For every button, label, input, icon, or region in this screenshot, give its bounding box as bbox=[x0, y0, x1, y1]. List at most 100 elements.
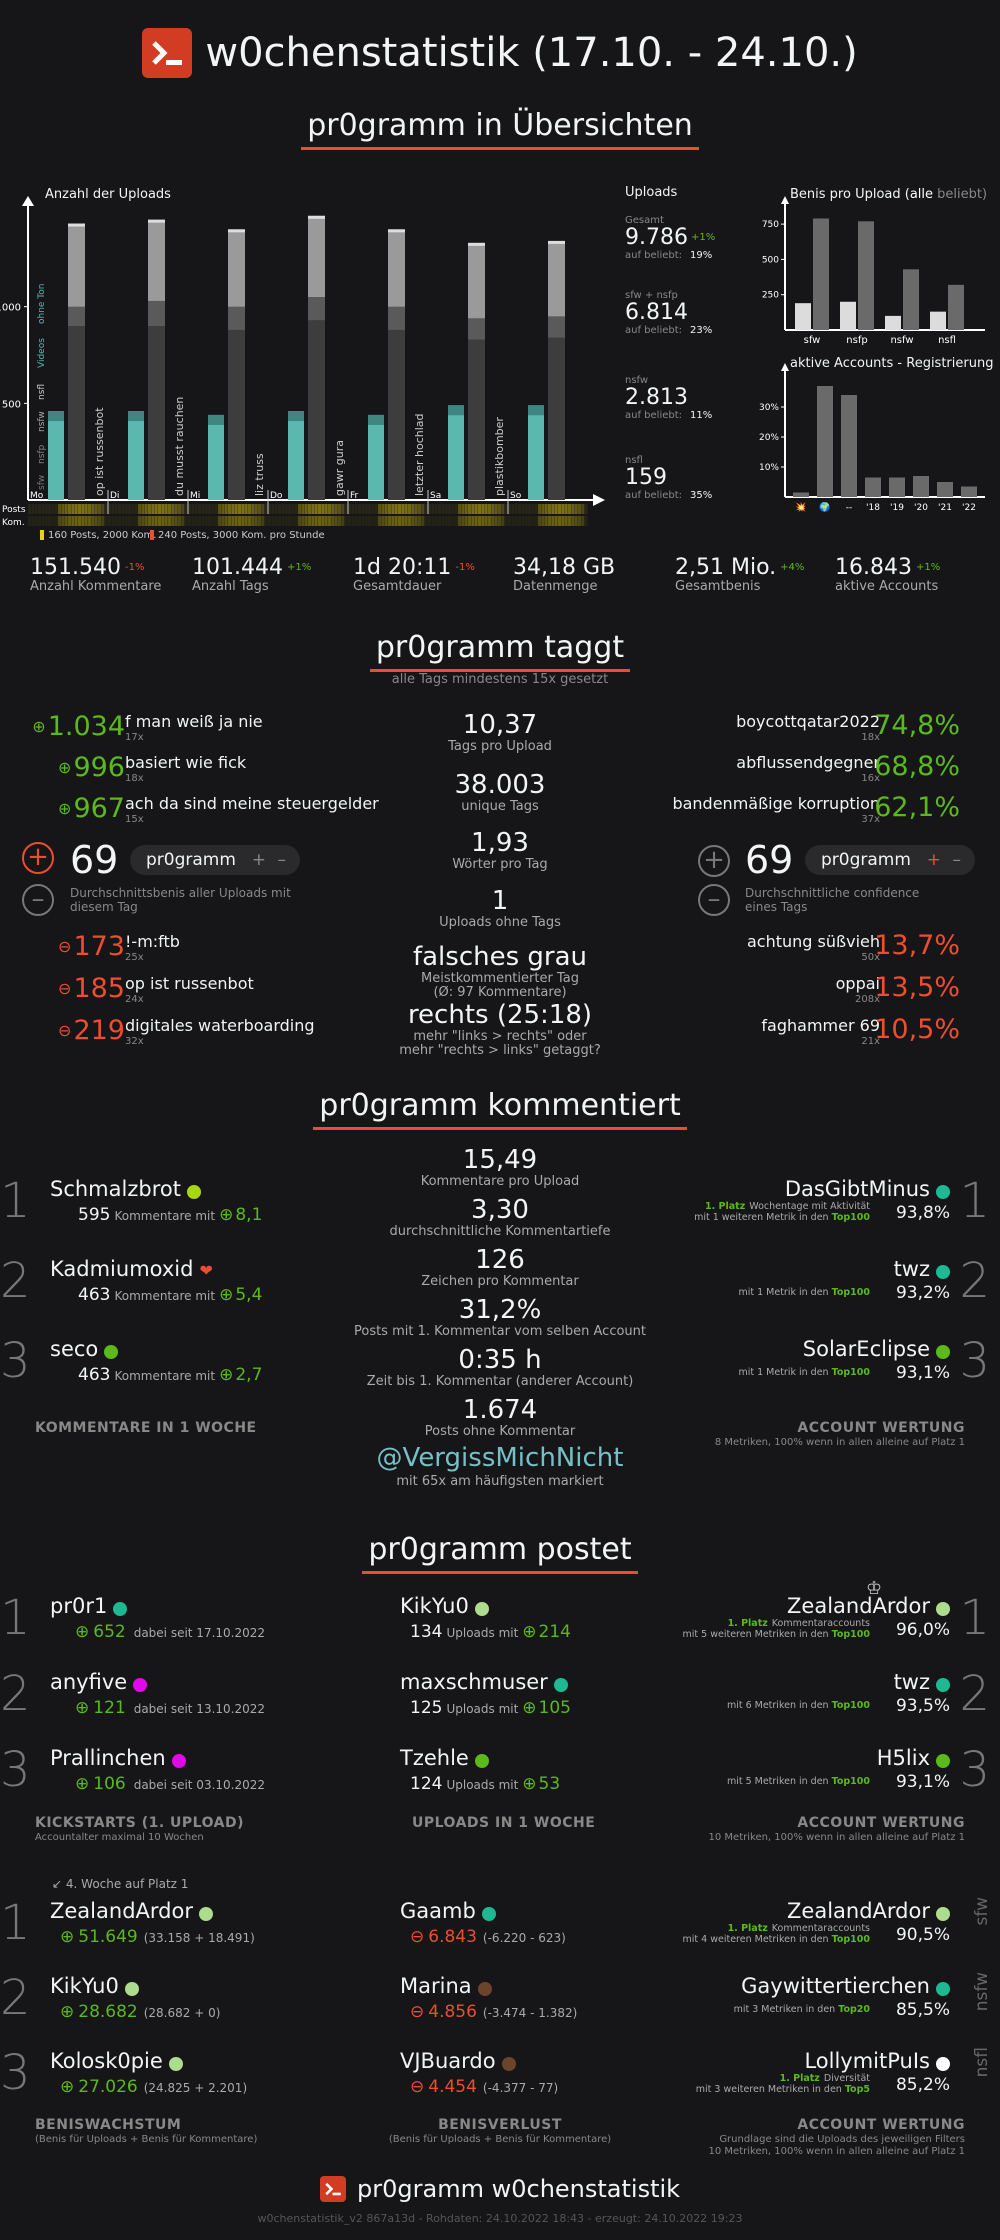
growth-user[interactable]: ZealandArdor bbox=[50, 1899, 213, 1923]
loss-user[interactable]: Gaamb bbox=[400, 1899, 496, 1923]
kom-heat-cell bbox=[304, 516, 308, 526]
kom-heat-cell bbox=[534, 516, 538, 526]
minus-icon[interactable]: – bbox=[22, 884, 54, 916]
rotated-upload-label: op ist russenbot bbox=[93, 407, 106, 496]
tag-name[interactable]: f man weiß ja nie bbox=[125, 712, 263, 731]
posts-heat-cell bbox=[131, 504, 135, 514]
comment-user[interactable]: Kadmiumoxid ❤ bbox=[50, 1257, 213, 1281]
rating-metric-count: mit 6 Metriken in den bbox=[726, 1700, 832, 1711]
user-name[interactable]: H5lix bbox=[876, 1746, 930, 1770]
kom-heat-cell bbox=[84, 516, 88, 526]
user-name[interactable]: twz bbox=[893, 1670, 930, 1694]
rating-user[interactable]: ZealandArdor bbox=[787, 1594, 950, 1618]
posts-heat-cell bbox=[394, 504, 398, 514]
upload-user[interactable]: maxschmuser bbox=[400, 1670, 568, 1694]
user-name[interactable]: maxschmuser bbox=[400, 1670, 548, 1694]
kom-heat-cell bbox=[548, 516, 552, 526]
minus-circle-icon: ⊖ bbox=[410, 1927, 425, 1947]
upload-user[interactable]: KikYu0 bbox=[400, 1594, 489, 1618]
user-name[interactable]: DasGibtMinus bbox=[784, 1177, 930, 1201]
left-user-pill[interactable]: pr0gramm + – bbox=[130, 845, 300, 875]
user-name[interactable]: seco bbox=[50, 1337, 99, 1361]
user-name[interactable]: anyfive bbox=[50, 1670, 128, 1694]
tag-name[interactable]: digitales waterboarding bbox=[125, 1016, 315, 1035]
tag-name[interactable]: !-m:ftb bbox=[125, 932, 180, 951]
user-name[interactable]: Gaamb bbox=[400, 1899, 476, 1923]
user-name[interactable]: Schmalzbrot bbox=[50, 1177, 181, 1201]
user-name[interactable]: LollymitPuIs bbox=[804, 2049, 930, 2073]
kick-user[interactable]: anyfive bbox=[50, 1670, 148, 1694]
user-name[interactable]: SolarEclipse bbox=[802, 1337, 930, 1361]
tag-center-value: rechts (25:18) bbox=[407, 1000, 593, 1030]
loss-stats: ⊖ 4.454 (-4.377 - 77) bbox=[410, 2077, 558, 2097]
user-name[interactable]: ZealandArdor bbox=[787, 1594, 930, 1618]
rating-metric-count: mit 1 Metrik in den bbox=[738, 1367, 832, 1378]
plus-icon[interactable]: + bbox=[22, 842, 54, 874]
rating-user[interactable]: H5lix bbox=[877, 1746, 950, 1770]
user-badge-icon bbox=[171, 1753, 186, 1768]
rating-user[interactable]: Gaywittertierchen bbox=[741, 1974, 950, 1998]
posts-heat-cell bbox=[264, 504, 268, 514]
mention-user[interactable]: @VergissMichNicht bbox=[376, 1443, 624, 1473]
loss-user[interactable]: Marina bbox=[400, 1974, 492, 1998]
rating-user[interactable]: twz bbox=[894, 1670, 950, 1694]
kom-heat-cell bbox=[28, 516, 32, 526]
bar-top bbox=[228, 229, 245, 233]
user-name[interactable]: Kadmiumoxid bbox=[50, 1257, 194, 1281]
rating-info-line: 1. Platz Diversität bbox=[696, 2073, 870, 2084]
user-name[interactable]: KikYu0 bbox=[50, 1974, 119, 1998]
posts-heat-cell bbox=[298, 504, 302, 514]
kom-heat-cell bbox=[354, 516, 358, 526]
bar-videos-top bbox=[288, 411, 304, 422]
user-name[interactable]: ZealandArdor bbox=[787, 1899, 930, 1923]
user-name[interactable]: KikYu0 bbox=[400, 1594, 469, 1618]
posts-heat-cell bbox=[488, 504, 492, 514]
user-name[interactable]: Gaywittertierchen bbox=[741, 1974, 930, 1998]
right-user-pill[interactable]: pr0gramm + – bbox=[805, 845, 975, 875]
growth-user[interactable]: Kolosk0pie bbox=[50, 2049, 183, 2073]
upload-stat-label: nsfw bbox=[625, 375, 649, 386]
rating-user[interactable]: ZealandArdor bbox=[787, 1899, 950, 1923]
loss-user[interactable]: VJBuardo bbox=[400, 2049, 516, 2073]
rotated-upload-label: plastikbomber bbox=[493, 417, 506, 496]
tag-name[interactable]: abflussendgegner bbox=[736, 753, 880, 772]
posts-heat-cell bbox=[574, 504, 578, 514]
tag-name[interactable]: boycottqatar2022 bbox=[736, 712, 880, 731]
upload-count: 125 bbox=[410, 1698, 443, 1718]
user-name[interactable]: Kolosk0pie bbox=[50, 2049, 163, 2073]
tag-name[interactable]: ach da sind meine steuergelder bbox=[125, 794, 379, 813]
user-name[interactable]: twz bbox=[893, 1257, 930, 1281]
tag-count: 18x bbox=[861, 732, 880, 743]
user-name[interactable]: Tzehle bbox=[400, 1746, 469, 1770]
comment-user[interactable]: Schmalzbrot bbox=[50, 1177, 201, 1201]
tag-name[interactable]: achtung süßvieh bbox=[747, 932, 880, 951]
user-name[interactable]: pr0r1 bbox=[50, 1594, 108, 1618]
rating-user[interactable]: LollymitPuIs bbox=[804, 2049, 950, 2073]
rating-user[interactable]: SolarEclipse bbox=[803, 1337, 950, 1361]
kom-heat-cell bbox=[524, 516, 528, 526]
posts-heat-cell bbox=[401, 504, 405, 514]
tag-name[interactable]: basiert wie fick bbox=[125, 753, 247, 772]
rating-user[interactable]: twz bbox=[894, 1257, 950, 1281]
upload-user[interactable]: Tzehle bbox=[400, 1746, 489, 1770]
conf-minus-icon[interactable]: – bbox=[698, 884, 730, 916]
tag-name[interactable]: op ist russenbot bbox=[125, 974, 254, 993]
kom-heat-cell bbox=[38, 516, 42, 526]
user-name[interactable]: Marina bbox=[400, 1974, 472, 1998]
user-name[interactable]: Prallinchen bbox=[50, 1746, 166, 1770]
day-label: Mi bbox=[190, 491, 200, 501]
tag-name[interactable]: bandenmäßige korruption bbox=[672, 794, 880, 813]
user-name[interactable]: VJBuardo bbox=[400, 2049, 496, 2073]
kom-heat-cell bbox=[331, 516, 335, 526]
rating-user[interactable]: DasGibtMinus bbox=[785, 1177, 950, 1201]
posts-heat-cell bbox=[228, 504, 232, 514]
kick-user[interactable]: Prallinchen bbox=[50, 1746, 186, 1770]
user-name[interactable]: ZealandArdor bbox=[50, 1899, 193, 1923]
comment-count: 595 bbox=[78, 1205, 111, 1225]
conf-plus-icon[interactable]: + bbox=[698, 845, 730, 877]
kick-user[interactable]: pr0r1 bbox=[50, 1594, 128, 1618]
comment-user[interactable]: seco bbox=[50, 1337, 119, 1361]
growth-user[interactable]: KikYu0 bbox=[50, 1974, 139, 1998]
tag-name[interactable]: oppai bbox=[835, 974, 880, 993]
tag-name[interactable]: faghammer 69 bbox=[761, 1016, 880, 1035]
